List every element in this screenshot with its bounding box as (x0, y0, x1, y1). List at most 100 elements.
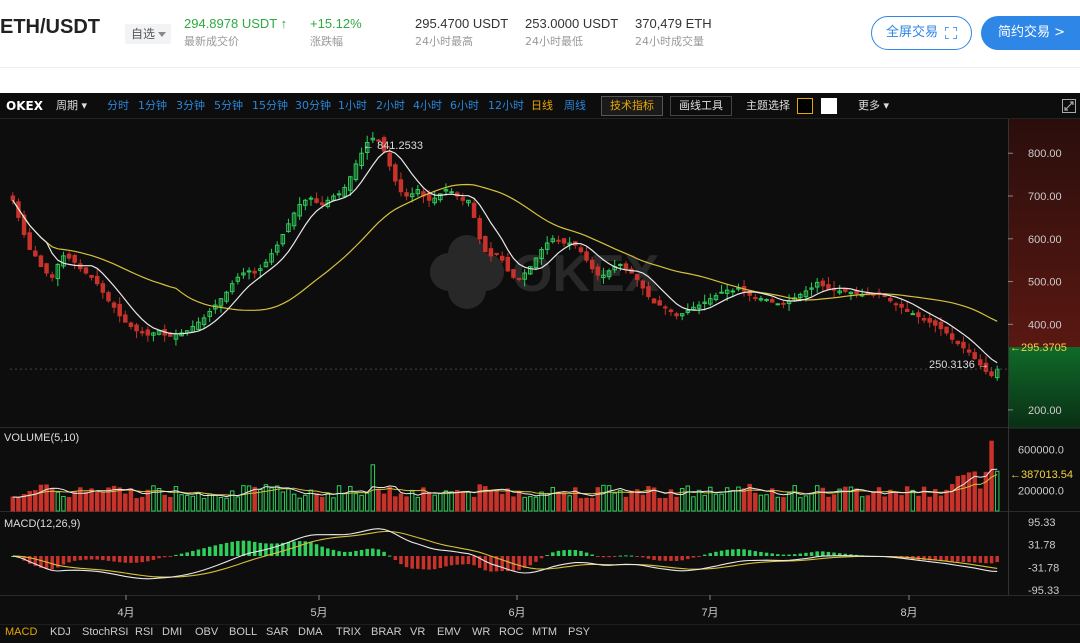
interval-1[interactable]: 分时 (107, 99, 129, 112)
candles (10, 132, 1000, 381)
candle-body (606, 270, 612, 278)
indicator-tabs: MACD KDJ StochRSI RSI DMI OBV BOLL SAR D… (0, 624, 1080, 643)
macd-histogram-bar (500, 556, 504, 572)
stat-low: 253.0000 USDT 24小时最低 (525, 16, 618, 49)
tab-kdj[interactable]: KDJ (50, 626, 71, 638)
macd-histogram-bar (393, 556, 398, 561)
kline-chart[interactable]: OKEX 800.00 700.00 600.00 500.00 400.00 200.0… (0, 119, 1080, 624)
stat-last-price: 294.8978 USDT ↑ 最新成交价 (184, 16, 287, 49)
tab-sar[interactable]: SAR (266, 626, 289, 638)
volume-bar (460, 491, 466, 512)
interval-10[interactable]: 6小时 (450, 99, 479, 112)
theme-dark-swatch[interactable] (797, 98, 813, 114)
interval-2[interactable]: 1分钟 (138, 99, 167, 112)
interval-4[interactable]: 5分钟 (214, 99, 243, 112)
volume-bar (888, 489, 893, 512)
theme-light-swatch[interactable] (821, 98, 837, 114)
interval-9[interactable]: 4小时 (413, 99, 442, 112)
tab-roc[interactable]: ROC (499, 626, 524, 638)
period-dropdown[interactable]: 周期 ▾ (56, 99, 88, 112)
volume-bar (792, 485, 797, 512)
interval-5[interactable]: 15分钟 (252, 99, 288, 112)
high-annotation: ← 841.2533 (363, 140, 423, 152)
tab-dma[interactable]: DMA (298, 626, 323, 638)
tab-obv[interactable]: OBV (195, 626, 219, 638)
tab-macd[interactable]: MACD (5, 626, 38, 638)
macd-histogram-bar (770, 553, 774, 556)
volume-bar (49, 488, 55, 512)
simple-trade-button[interactable]: 简约交易 > (981, 16, 1080, 50)
macd-histogram-bar (517, 556, 521, 571)
volume-bar (848, 486, 854, 512)
interval-6[interactable]: 30分钟 (295, 99, 331, 112)
candle-body (646, 286, 651, 298)
fullscreen-icon[interactable] (1062, 99, 1076, 113)
macd-histogram-bar (258, 542, 263, 556)
candle-body (49, 274, 55, 278)
tab-wr[interactable]: WR (472, 626, 491, 638)
candle-body (516, 277, 522, 280)
macd-histogram-bar (84, 556, 88, 560)
macd-dea-line (12, 530, 998, 578)
macd-histogram-bar (168, 556, 173, 557)
candle-body (550, 238, 556, 243)
tab-boll[interactable]: BOLL (229, 626, 258, 638)
fullscreen-trade-button[interactable]: 全屏交易 (871, 16, 972, 50)
volume-bar (978, 488, 983, 512)
volume-bar (297, 497, 302, 512)
candle-body (595, 266, 601, 276)
okex-watermark: OKEX (430, 235, 660, 309)
tab-dmi[interactable]: DMI (162, 626, 183, 638)
macd-histogram-bar (427, 556, 431, 570)
interval-3[interactable]: 3分钟 (176, 99, 205, 112)
candle-body (117, 303, 122, 317)
macd-histogram-bar (528, 556, 533, 566)
macd-histogram-bar (151, 556, 156, 560)
macd-histogram-bar (584, 552, 589, 556)
tab-psy[interactable]: PSY (568, 626, 591, 638)
macd-histogram-bar (556, 550, 561, 556)
tab-brar[interactable]: BRAR (371, 626, 402, 638)
more-dropdown[interactable]: 更多 ▾ (858, 99, 890, 112)
candle-body (826, 284, 831, 290)
tab-emv[interactable]: EMV (437, 626, 461, 638)
volume-bar (359, 494, 364, 512)
indicators-button[interactable]: 技术指标 (601, 96, 663, 116)
interval-12-selected[interactable]: 日线 (531, 99, 553, 112)
interval-11[interactable]: 12小时 (488, 99, 524, 112)
high-label: 24小时最高 (415, 35, 473, 48)
tab-rsi[interactable]: RSI (135, 626, 154, 638)
volume-bar (809, 493, 814, 512)
volume-bar (44, 484, 49, 512)
volume-bar (972, 471, 977, 512)
volume-bar (865, 495, 871, 512)
macd-tick-label: 95.33 (1028, 517, 1056, 529)
interval-8[interactable]: 2小时 (376, 99, 405, 112)
macd-histogram-bar (129, 556, 133, 563)
tab-trix[interactable]: TRIX (336, 626, 362, 638)
favorite-dropdown[interactable]: 自选 (125, 24, 171, 44)
interval-13[interactable]: 周线 (564, 99, 586, 112)
price-tick-label: 400.00 (1028, 319, 1062, 331)
macd-histogram-bar (376, 549, 381, 556)
tab-stochrsi[interactable]: StochRSI (82, 626, 129, 638)
volume-bar (421, 487, 426, 512)
drawing-tools-button[interactable]: 画线工具 (670, 96, 732, 116)
volume-bar (269, 487, 274, 512)
tab-vr[interactable]: VR (410, 626, 426, 638)
macd-histogram-bar (50, 556, 54, 570)
macd-histogram-bar (674, 556, 679, 561)
simple-trade-label: 简约交易 (998, 25, 1051, 40)
macd-histogram-bar (179, 553, 184, 556)
volume-bar (578, 498, 584, 512)
interval-7[interactable]: 1小时 (338, 99, 367, 112)
candle-body (533, 257, 539, 269)
volume-bar (679, 488, 685, 512)
macd-histogram-bar (669, 556, 673, 561)
volume-bar (325, 492, 331, 512)
volume-bar (657, 497, 662, 512)
volume-bar (477, 484, 482, 512)
candle-body (325, 199, 331, 208)
tab-mtm[interactable]: MTM (532, 626, 558, 638)
macd-histogram-bar (821, 551, 825, 556)
